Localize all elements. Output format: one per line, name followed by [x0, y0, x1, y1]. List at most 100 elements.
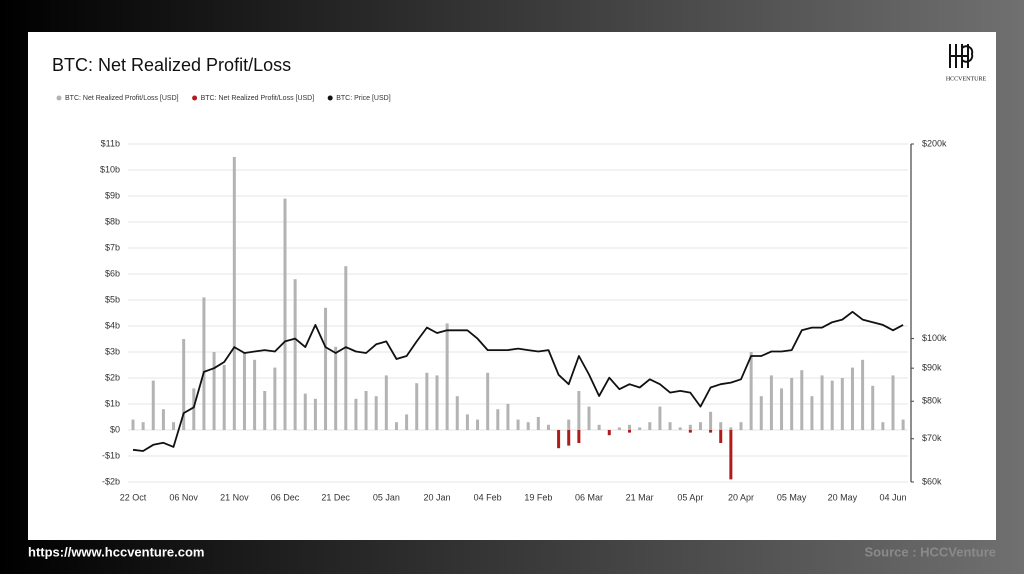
bar — [577, 430, 581, 443]
bar — [607, 430, 611, 436]
bar — [769, 375, 773, 430]
bar — [668, 422, 672, 430]
logo-mark — [949, 44, 974, 68]
x-tick-label: 06 Mar — [575, 492, 603, 502]
x-tick-label: 20 Apr — [728, 492, 754, 502]
x-tick-label: 04 Feb — [474, 492, 502, 502]
bar — [283, 198, 287, 430]
bar — [729, 427, 733, 430]
x-tick-label: 21 Mar — [626, 492, 654, 502]
bar — [861, 359, 865, 430]
y-tick-label: -$1b — [102, 450, 120, 460]
bar — [780, 388, 784, 430]
x-tick-label: 19 Feb — [524, 492, 552, 502]
bar — [597, 424, 601, 430]
bar — [496, 409, 500, 430]
bar — [222, 365, 226, 430]
legend-swatch — [56, 95, 62, 101]
bar — [374, 396, 378, 430]
bar — [536, 417, 540, 430]
y2-tick-label: $90k — [922, 363, 942, 373]
bar — [516, 419, 520, 430]
x-tick-label: 05 Jan — [373, 492, 400, 502]
bar — [719, 430, 723, 443]
y-tick-label: $1b — [105, 398, 120, 408]
bar — [840, 378, 844, 430]
bar — [628, 424, 632, 430]
x-tick-label: 20 May — [828, 492, 858, 502]
bar — [881, 422, 885, 430]
bar — [232, 157, 236, 430]
bar — [293, 279, 297, 430]
y-tick-label: $8b — [105, 216, 120, 226]
bar — [891, 375, 895, 430]
bar — [688, 424, 692, 430]
bar — [759, 396, 763, 430]
y2-tick-label: $80k — [922, 396, 942, 406]
bar — [567, 419, 571, 430]
bar — [567, 430, 571, 446]
bar — [313, 398, 317, 430]
bar — [658, 406, 662, 430]
y-tick-label: $9b — [105, 190, 120, 200]
y-tick-label: $0 — [110, 424, 120, 434]
legend-label: BTC: Net Realized Profit/Loss [USD] — [65, 95, 179, 102]
bar — [415, 383, 419, 430]
bar — [557, 430, 561, 449]
legend-label: BTC: Price [USD] — [336, 95, 391, 102]
y-tick-label: $3b — [105, 346, 120, 356]
bar — [719, 422, 723, 430]
y-tick-label: -$2b — [102, 476, 120, 486]
bar — [638, 427, 642, 430]
bar — [871, 385, 875, 430]
y-tick-label: $4b — [105, 320, 120, 330]
bar — [790, 378, 794, 430]
x-tick-label: 05 May — [777, 492, 807, 502]
legend-swatch — [327, 95, 333, 101]
y-tick-label: $10b — [100, 164, 120, 174]
bar — [709, 411, 713, 430]
logo: HCCVENTURE — [946, 44, 986, 82]
legend-label: BTC: Net Realized Profit/Loss [USD] — [201, 95, 315, 102]
footer-url: https://www.hccventure.com — [28, 544, 205, 559]
footer-source: Source : HCCVenture — [865, 544, 996, 559]
bar — [577, 391, 581, 430]
bar — [587, 406, 591, 430]
bar — [324, 307, 328, 430]
x-tick-label: 21 Dec — [321, 492, 350, 502]
bar — [455, 396, 459, 430]
bar — [820, 375, 824, 430]
bar — [709, 430, 713, 433]
bar — [263, 391, 267, 430]
x-tick-label: 22 Oct — [120, 492, 147, 502]
bar — [192, 388, 196, 430]
y2-tick-label: $70k — [922, 433, 942, 443]
bar — [212, 352, 216, 430]
bar — [698, 422, 702, 430]
bar — [354, 398, 358, 430]
y2-tick-label: $200k — [922, 138, 947, 148]
bar — [901, 419, 905, 430]
bar — [628, 430, 632, 433]
y2-tick-label: $60k — [922, 476, 942, 486]
legend-swatch — [192, 95, 198, 101]
bar — [506, 404, 510, 430]
bar — [334, 346, 338, 430]
bar — [729, 430, 733, 480]
bar — [141, 422, 145, 430]
bar — [172, 422, 176, 430]
bar — [648, 422, 652, 430]
bar — [394, 422, 398, 430]
bar — [739, 422, 743, 430]
bar — [435, 375, 439, 430]
y-tick-label: $2b — [105, 372, 120, 382]
bar — [830, 380, 834, 430]
bar — [810, 396, 814, 430]
bar — [303, 393, 307, 430]
y-tick-label: $6b — [105, 268, 120, 278]
bar — [202, 297, 206, 430]
x-tick-label: 20 Jan — [423, 492, 450, 502]
bar — [384, 375, 388, 430]
x-tick-label: 04 Jun — [879, 492, 906, 502]
